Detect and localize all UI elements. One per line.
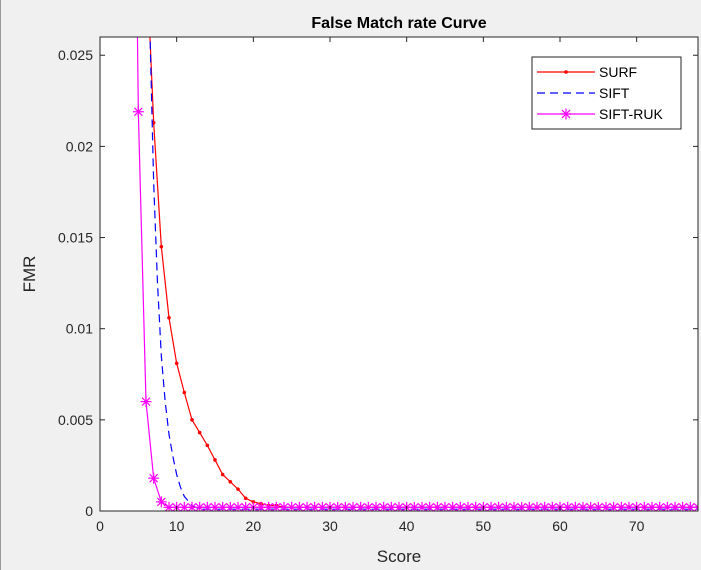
legend-label: SURF (599, 64, 637, 80)
data-point-sift-ruk (546, 501, 558, 511)
legend: SURF SIFT SIFT-RUK (531, 56, 682, 130)
data-point-sift-ruk (385, 501, 397, 511)
data-point-surf (228, 480, 233, 484)
data-point-surf (213, 458, 217, 462)
legend-marker (560, 108, 572, 120)
x-tick-label: 60 (552, 518, 568, 534)
data-point-sift-ruk (362, 501, 374, 511)
data-point-sift-ruk (217, 501, 229, 511)
data-point-sift-ruk (178, 501, 190, 511)
data-point-sift-ruk (416, 501, 428, 511)
data-point-sift-ruk (454, 501, 466, 511)
data-point-sift-ruk (140, 396, 152, 408)
y-axis-label: FMR (20, 256, 39, 293)
legend-marker (564, 70, 568, 74)
data-point-sift-ruk (309, 501, 321, 511)
data-point-sift-ruk (293, 501, 305, 511)
y-tick-label: 0.005 (58, 412, 93, 428)
data-point-surf (197, 430, 202, 435)
y-tick-label: 0.01 (66, 321, 93, 337)
legend-label: SIFT (599, 85, 630, 101)
data-point-sift-ruk (270, 501, 282, 511)
data-point-sift-ruk (692, 501, 698, 511)
y-tick-label: 0 (85, 503, 93, 519)
legend-label: SIFT-RUK (599, 106, 663, 122)
y-tick-label: 0.02 (66, 138, 93, 154)
data-point-surf (236, 487, 240, 491)
data-point-sift-ruk (148, 472, 160, 484)
plot-border (99, 36, 699, 512)
data-point-surf (174, 361, 179, 366)
data-point-surf (220, 472, 225, 477)
y-tick-label: 0.015 (58, 230, 93, 246)
data-point-sift-ruk (155, 496, 167, 508)
x-tick-label: 0 (96, 518, 104, 534)
chart-title: False Match rate Curve (311, 15, 486, 32)
data-point-sift-ruk (661, 501, 673, 511)
data-point-surf (243, 496, 248, 501)
x-tick-label: 70 (629, 518, 645, 534)
x-tick-label: 50 (476, 518, 492, 534)
x-tick-label: 40 (399, 518, 415, 534)
legend-item-sift-ruk: SIFT-RUK (537, 106, 663, 122)
data-point-sift-ruk (646, 501, 658, 511)
data-point-sift-ruk (132, 106, 144, 118)
data-point-sift-ruk (439, 501, 451, 511)
data-point-sift-ruk (347, 501, 359, 511)
data-point-surf (190, 418, 194, 422)
x-axis-label: Score (377, 547, 421, 566)
data-point-sift-ruk (232, 501, 244, 511)
series-sift-ruk (132, 37, 698, 511)
data-point-surf (159, 244, 164, 249)
x-tick-label: 30 (322, 518, 338, 534)
data-point-surf (182, 390, 187, 395)
x-tick-label: 20 (246, 518, 262, 534)
legend-item-surf: SURF (537, 64, 637, 80)
data-point-surf (167, 315, 171, 320)
x-tick-label: 10 (169, 518, 185, 534)
data-point-surf (205, 443, 210, 448)
data-point-sift-ruk (600, 501, 612, 511)
data-point-sift-ruk (240, 501, 252, 511)
data-point-sift-ruk (684, 501, 696, 511)
legend-item-sift: SIFT (537, 85, 630, 101)
y-tick-label: 0.025 (58, 47, 93, 63)
